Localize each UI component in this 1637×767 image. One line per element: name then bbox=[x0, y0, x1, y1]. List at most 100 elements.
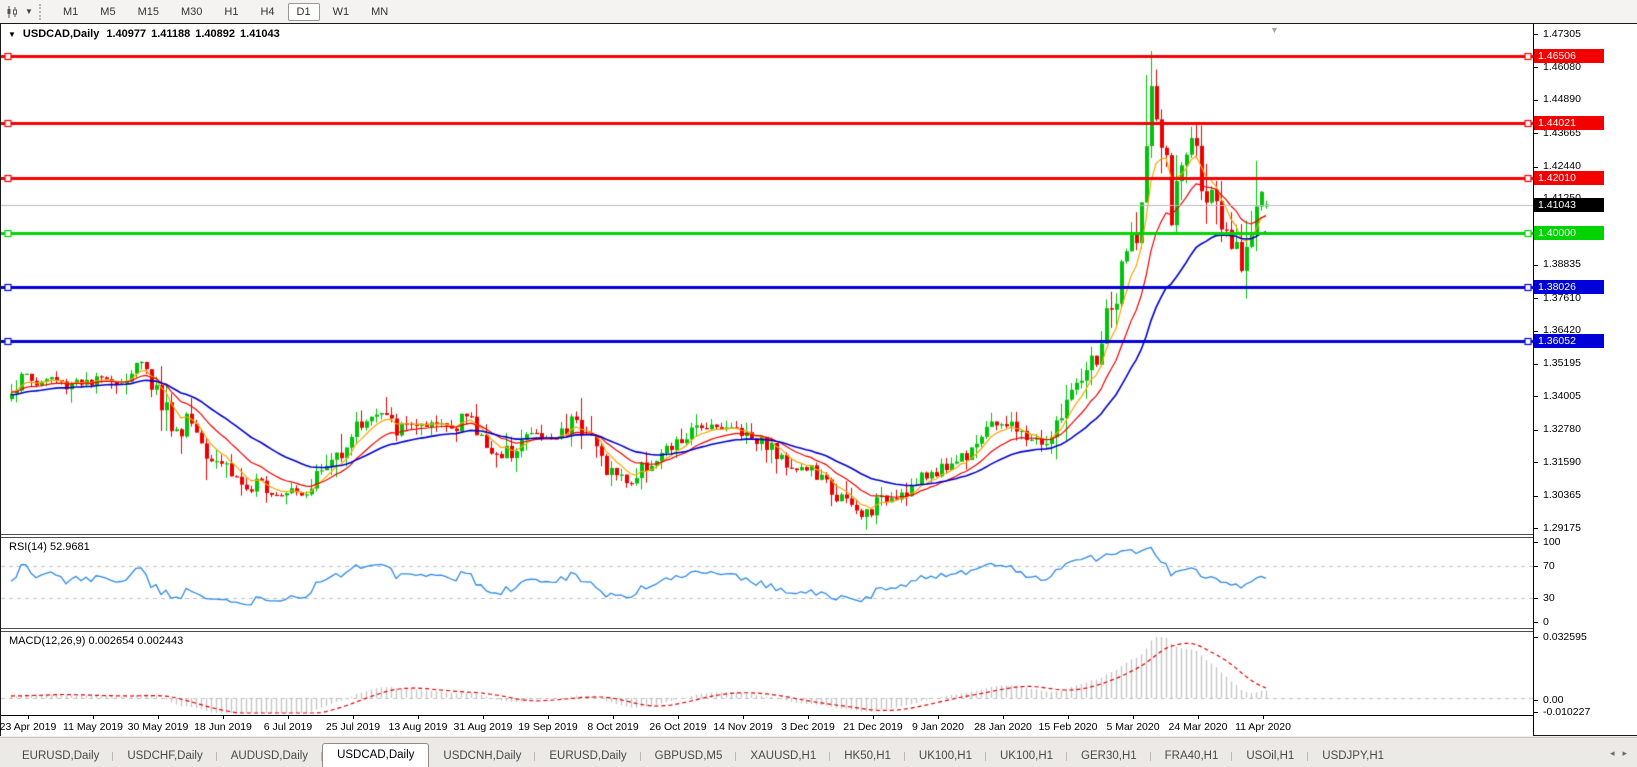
candlestick-chart-icon[interactable] bbox=[3, 3, 23, 21]
current-price-label[interactable]: 1.41043 bbox=[1534, 198, 1604, 212]
chart-tab-usdcnh-daily[interactable]: USDCNH,Daily bbox=[429, 746, 536, 767]
toolbar-grip[interactable] bbox=[39, 3, 46, 20]
chart-title-row: ▼ USDCAD,Daily 1.40977 1.41188 1.40892 1.41… bbox=[8, 27, 280, 41]
chart-tab-gbpusd-m5[interactable]: GBPUSD,M5 bbox=[641, 746, 737, 767]
price-level-label-1.46506[interactable]: 1.46506 bbox=[1534, 49, 1604, 63]
timeframe-button-D1[interactable]: D1 bbox=[287, 2, 320, 21]
rsi-axis-label: 30 bbox=[1543, 591, 1555, 604]
chart-tab-audusd-daily[interactable]: AUDUSD,Daily bbox=[217, 746, 323, 767]
price-tick bbox=[1534, 133, 1538, 134]
price-tick-label: 1.37610 bbox=[1543, 292, 1581, 304]
macd-panel-separator[interactable] bbox=[1, 628, 1533, 632]
price-tick-label: 1.36420 bbox=[1543, 324, 1581, 336]
macd-axis-label: -0.010227 bbox=[1543, 705, 1591, 718]
price-tick bbox=[1534, 167, 1538, 168]
chart-tabs: EURUSD,Daily USDCHF,Daily AUDUSD,Daily USDC… bbox=[8, 742, 1398, 767]
price-tick-label: 1.30365 bbox=[1543, 489, 1581, 501]
timeframe-button-MN[interactable]: MN bbox=[371, 5, 389, 18]
price-tick-label: 1.47305 bbox=[1543, 28, 1581, 40]
quote-open: 1.40977 bbox=[106, 28, 147, 40]
price-tick-label: 1.38835 bbox=[1543, 258, 1581, 270]
chart-tab-usdcad-daily[interactable]: USDCAD,Daily bbox=[322, 743, 430, 767]
tab-scroll-arrows: ◂ ▸ bbox=[1610, 738, 1627, 767]
rsi-tick bbox=[1534, 622, 1538, 623]
date-tick bbox=[483, 716, 484, 719]
price-tick bbox=[1534, 331, 1538, 332]
rsi-panel-separator[interactable] bbox=[1, 534, 1533, 538]
price-tick bbox=[1534, 462, 1538, 463]
price-tick bbox=[1534, 298, 1538, 299]
timeframe-button-W1[interactable]: W1 bbox=[332, 5, 350, 18]
price-tick bbox=[1534, 265, 1538, 266]
date-axis-label: 9 Jan 2020 bbox=[912, 721, 964, 733]
chart-tab-eurusd-daily[interactable]: EURUSD,Daily bbox=[8, 746, 114, 767]
date-axis-label: 5 Mar 2020 bbox=[1106, 721, 1160, 733]
date-tick bbox=[548, 716, 549, 719]
price-level-label-1.40000[interactable]: 1.40000 bbox=[1534, 226, 1604, 240]
price-tick-label: 1.29175 bbox=[1543, 522, 1581, 534]
chart-tab-uk100-h1[interactable]: UK100,H1 bbox=[986, 746, 1068, 767]
chart-shift-marker[interactable]: ▼ bbox=[1270, 25, 1279, 35]
chart-tab-hk50-h1[interactable]: HK50,H1 bbox=[830, 746, 905, 767]
quote-high: 1.41188 bbox=[151, 28, 191, 40]
timeframe-button-H1[interactable]: H1 bbox=[224, 5, 239, 18]
date-axis-label: 21 Dec 2019 bbox=[843, 721, 903, 733]
date-axis-label: 14 Nov 2019 bbox=[713, 721, 773, 733]
date-tick bbox=[1198, 716, 1199, 719]
timeframe-button-M1[interactable]: M1 bbox=[63, 5, 79, 18]
timeframe-toolbar: ▼ M1 M5 M15 M30 H1 H4 D1 W1 MN bbox=[0, 0, 1637, 24]
price-level-label-1.36052[interactable]: 1.36052 bbox=[1534, 334, 1604, 348]
timeframe-button-H4[interactable]: H4 bbox=[260, 5, 275, 18]
price-tick-label: 1.34005 bbox=[1543, 390, 1581, 402]
price-tick bbox=[1534, 496, 1538, 497]
price-tick-label: 1.43665 bbox=[1543, 127, 1581, 139]
date-axis-label: 24 Mar 2020 bbox=[1168, 721, 1228, 733]
chart-tab-usdchf-daily[interactable]: USDCHF,Daily bbox=[113, 746, 218, 767]
price-tick-label: 1.44890 bbox=[1543, 93, 1581, 105]
tab-scroll-left-icon[interactable]: ◂ bbox=[1609, 747, 1615, 758]
chart-type-dropdown-icon[interactable]: ▼ bbox=[25, 7, 33, 16]
rsi-chart-canvas[interactable] bbox=[1, 538, 1533, 628]
price-chart-canvas[interactable] bbox=[1, 24, 1533, 536]
date-tick bbox=[678, 716, 679, 719]
timeframe-buttons: M1 M5 M15 M30 H1 H4 D1 W1 MN bbox=[52, 2, 399, 21]
macd-chart-canvas[interactable] bbox=[1, 632, 1533, 715]
timeframe-button-M15[interactable]: M15 bbox=[137, 5, 159, 18]
chart-tab-fra40-h1[interactable]: FRA40,H1 bbox=[1151, 746, 1233, 767]
rsi-axis-label: 70 bbox=[1543, 559, 1555, 572]
date-tick bbox=[613, 716, 614, 719]
price-level-label-1.44021[interactable]: 1.44021 bbox=[1534, 116, 1604, 130]
date-axis[interactable]: 23 Apr 2019 11 May 2019 30 May 2019 18 Jun … bbox=[0, 715, 1533, 736]
rsi-tick bbox=[1534, 566, 1538, 567]
quote-close: 1.41043 bbox=[240, 28, 280, 40]
timeframe-button-M30[interactable]: M30 bbox=[180, 5, 203, 18]
price-tick bbox=[1534, 528, 1538, 529]
chart-tab-xauusd-h1[interactable]: XAUUSD,H1 bbox=[736, 746, 831, 767]
chart-tab-uk100-h1[interactable]: UK100,H1 bbox=[905, 746, 987, 767]
price-level-label-1.42010[interactable]: 1.42010 bbox=[1534, 171, 1604, 185]
chart-window: ▼ USDCAD,Daily 1.40977 1.41188 1.40892 1.41… bbox=[0, 23, 1637, 736]
chart-tab-eurusd-daily[interactable]: EURUSD,Daily bbox=[535, 746, 642, 767]
tab-scroll-right-icon[interactable]: ▸ bbox=[1622, 747, 1627, 758]
price-tick-label: 1.32780 bbox=[1543, 423, 1581, 435]
price-tick-label: 1.46080 bbox=[1543, 61, 1581, 73]
timeframe-button-M5[interactable]: M5 bbox=[100, 5, 116, 18]
chart-tab-usoil-h1[interactable]: USOil,H1 bbox=[1232, 746, 1309, 767]
chart-tab-usdjpy-h1[interactable]: USDJPY,H1 bbox=[1322, 750, 1385, 762]
price-axis[interactable]: 1.473051.460801.448901.436651.424401.412… bbox=[1533, 24, 1637, 735]
date-axis-label: 15 Feb 2020 bbox=[1038, 721, 1098, 733]
price-tick-label: 1.35195 bbox=[1543, 357, 1581, 369]
price-tick bbox=[1534, 396, 1538, 397]
date-axis-label: 30 May 2019 bbox=[127, 721, 189, 733]
rsi-indicator-label: RSI(14) 52.9681 bbox=[9, 541, 90, 553]
price-level-label-1.38026[interactable]: 1.38026 bbox=[1534, 280, 1604, 294]
date-tick bbox=[288, 716, 289, 719]
date-axis-label: 26 Oct 2019 bbox=[649, 721, 707, 733]
date-axis-label: 11 May 2019 bbox=[63, 721, 123, 733]
one-click-dropdown-icon[interactable]: ▼ bbox=[8, 29, 16, 39]
rsi-tick bbox=[1534, 598, 1538, 599]
date-tick bbox=[158, 716, 159, 719]
date-tick bbox=[1133, 716, 1134, 719]
date-tick bbox=[808, 716, 809, 719]
chart-tab-ger30-h1[interactable]: GER30,H1 bbox=[1067, 746, 1151, 767]
